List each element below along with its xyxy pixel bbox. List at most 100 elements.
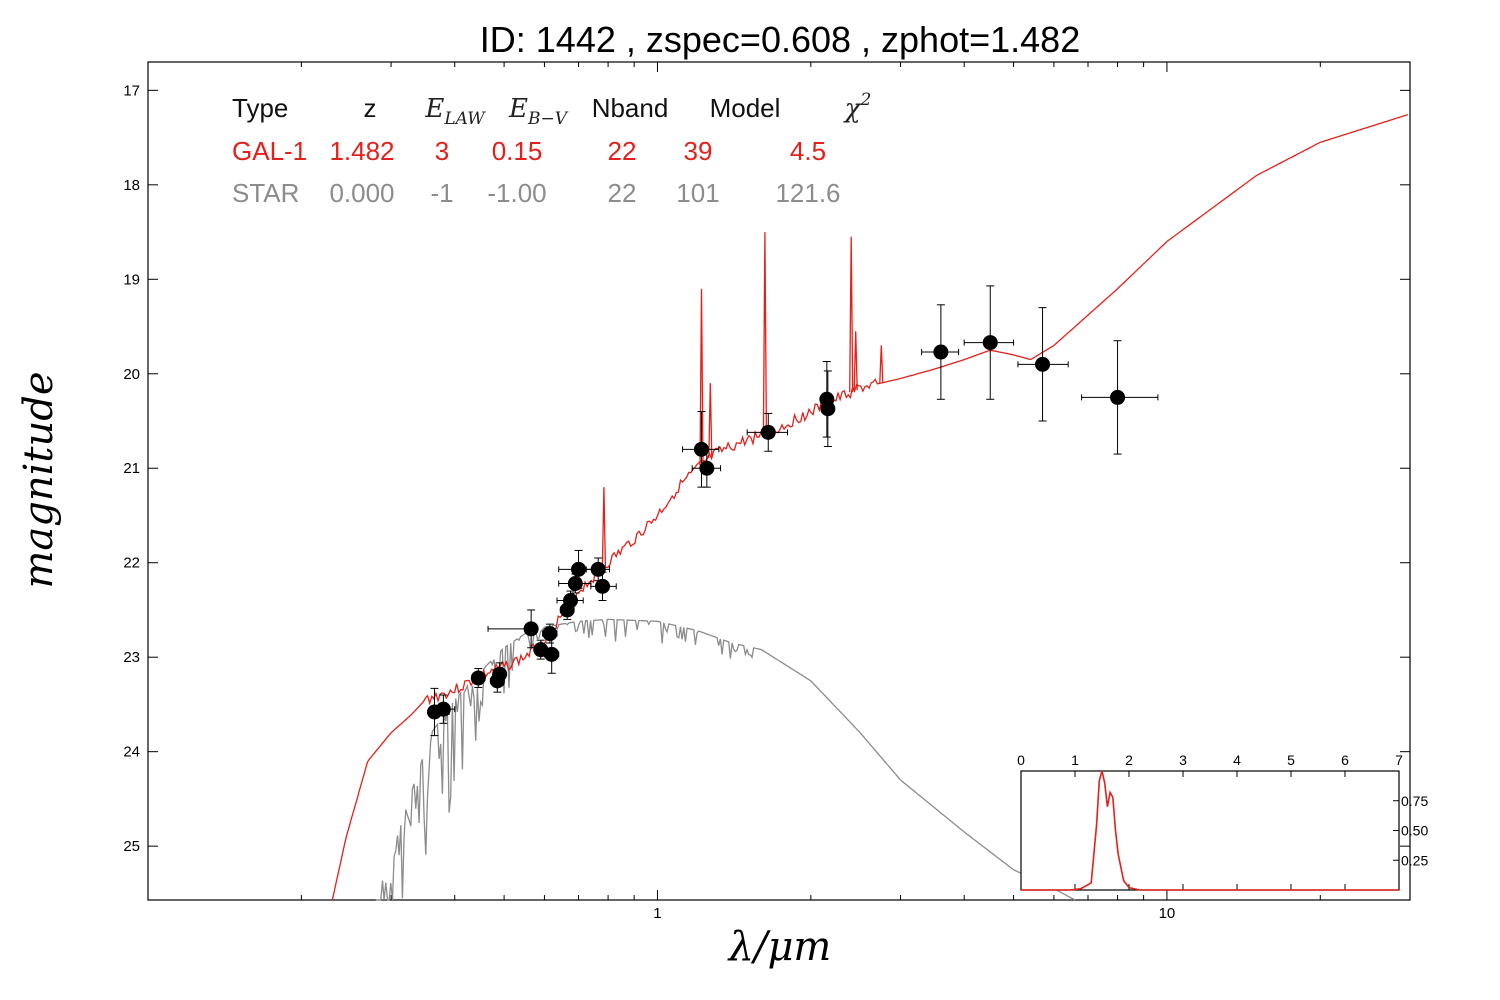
table-cell: 121.6	[775, 178, 840, 208]
point-marker	[542, 626, 558, 642]
x-tick-label: 10	[1159, 905, 1176, 922]
table-cell: 1.482	[329, 136, 394, 166]
inset-x-tick-label: 5	[1287, 752, 1295, 768]
inset-x-tick-label: 0	[1017, 752, 1025, 768]
emission-line	[601, 487, 607, 567]
pdz-curve	[1021, 770, 1399, 891]
table-cell: -1	[430, 178, 453, 208]
observed-point	[1081, 340, 1159, 455]
y-tick-label: 21	[123, 460, 140, 477]
table-cell: 0.000	[329, 178, 394, 208]
table-cell: GAL-1	[232, 136, 307, 166]
point-marker	[567, 576, 583, 592]
observed-point	[487, 609, 539, 649]
point-marker	[470, 670, 486, 686]
y-axis-label: magnitude	[16, 371, 62, 588]
chart-title: ID: 1442 , zspec=0.608 , zphot=1.482	[480, 19, 1080, 60]
inset-y-tick-labels: 0.25 0.50 0.75	[1401, 793, 1428, 869]
observed-point	[746, 412, 789, 452]
y-tick-label: 20	[123, 366, 140, 383]
x-tick-labels: 1 10	[653, 905, 1175, 922]
inset-x-tick-labels: 0 1 2 3 4 5 6 7	[1017, 752, 1403, 768]
star-series	[375, 618, 1076, 901]
table-header: Model	[710, 93, 781, 123]
inset-x-tick-label: 7	[1395, 752, 1403, 768]
point-marker	[594, 578, 610, 594]
y-tick-label: 17	[123, 82, 140, 99]
emission-line	[849, 236, 854, 393]
table-header: EB−V	[508, 94, 569, 129]
inset-y-tick-label: 0.50	[1401, 823, 1428, 839]
inset-axis-ticks	[1020, 771, 1400, 890]
fit-table: Type z ELAW EB−V Nband Model χ2 GAL-1 1.482 3 0.15…	[232, 90, 871, 208]
observed-point	[435, 694, 456, 724]
galaxy-series	[331, 113, 1409, 901]
emission-line	[708, 383, 713, 459]
x-tick-label: 1	[653, 905, 661, 922]
table-header: Nband	[592, 93, 669, 123]
axis-ticks	[147, 62, 1411, 900]
point-marker	[544, 646, 560, 662]
point-marker	[523, 621, 539, 637]
table-header: χ2	[843, 90, 872, 124]
table-cell: 22	[608, 136, 637, 166]
inset-x-tick-label: 6	[1341, 752, 1349, 768]
observed-point	[1017, 307, 1069, 422]
table-cell: 0.15	[492, 136, 543, 166]
point-marker	[562, 593, 578, 609]
pdz-series	[1021, 770, 1399, 891]
observed-point	[543, 634, 560, 674]
observed-point	[492, 662, 508, 687]
point-marker	[760, 424, 776, 440]
point-marker	[435, 701, 451, 717]
emission-line	[762, 232, 768, 434]
table-cell: STAR	[232, 178, 299, 208]
point-marker	[1110, 389, 1126, 405]
observed-point	[556, 590, 584, 611]
star-template-curve	[375, 618, 1076, 901]
table-header: z	[364, 93, 377, 123]
y-tick-label: 19	[123, 271, 140, 288]
emission-line	[853, 331, 858, 391]
superscript: 2	[859, 90, 871, 110]
emission-line	[879, 345, 884, 384]
observed-point	[682, 411, 720, 488]
table-header: Type	[232, 93, 288, 123]
y-tick-label: 22	[123, 555, 140, 572]
inset-x-tick-label: 2	[1125, 752, 1133, 768]
point-marker	[590, 561, 606, 577]
emission-line	[699, 288, 704, 466]
point-marker	[699, 460, 715, 476]
inset-y-tick-label: 0.25	[1401, 852, 1428, 868]
y-tick-labels: 17 18 19 20 21 22 23 24 25	[123, 82, 140, 855]
x-axis-label: λ/μm	[727, 924, 832, 970]
observed-point	[558, 573, 592, 594]
galaxy-template-curve	[331, 113, 1409, 901]
observed-point	[691, 448, 722, 488]
observed-point	[921, 304, 960, 400]
inset-y-tick-label: 0.75	[1401, 793, 1428, 809]
table-cell: -1.00	[487, 178, 546, 208]
subscript: LAW	[443, 109, 486, 129]
y-tick-label: 24	[123, 744, 140, 761]
table-cell: 4.5	[790, 136, 826, 166]
inset-x-tick-label: 4	[1233, 752, 1241, 768]
observed-point	[470, 668, 486, 688]
y-tick-label: 25	[123, 838, 140, 855]
point-marker	[492, 666, 508, 682]
table-cell: 3	[435, 136, 449, 166]
table-header: ELAW	[424, 94, 486, 129]
observed-point	[819, 360, 835, 438]
point-marker	[982, 335, 998, 351]
inset-x-tick-label: 1	[1071, 752, 1079, 768]
point-marker	[571, 561, 587, 577]
inset-frame	[1020, 770, 1400, 891]
pdz-inset: 0 1 2 3 4 5 6 7 0.25 0.50 0.75	[1017, 752, 1428, 891]
observed-point	[585, 557, 610, 582]
plot-frame	[147, 61, 1411, 901]
point-marker	[1035, 356, 1051, 372]
subscript: B−V	[527, 109, 569, 129]
inset-x-tick-label: 3	[1179, 752, 1187, 768]
